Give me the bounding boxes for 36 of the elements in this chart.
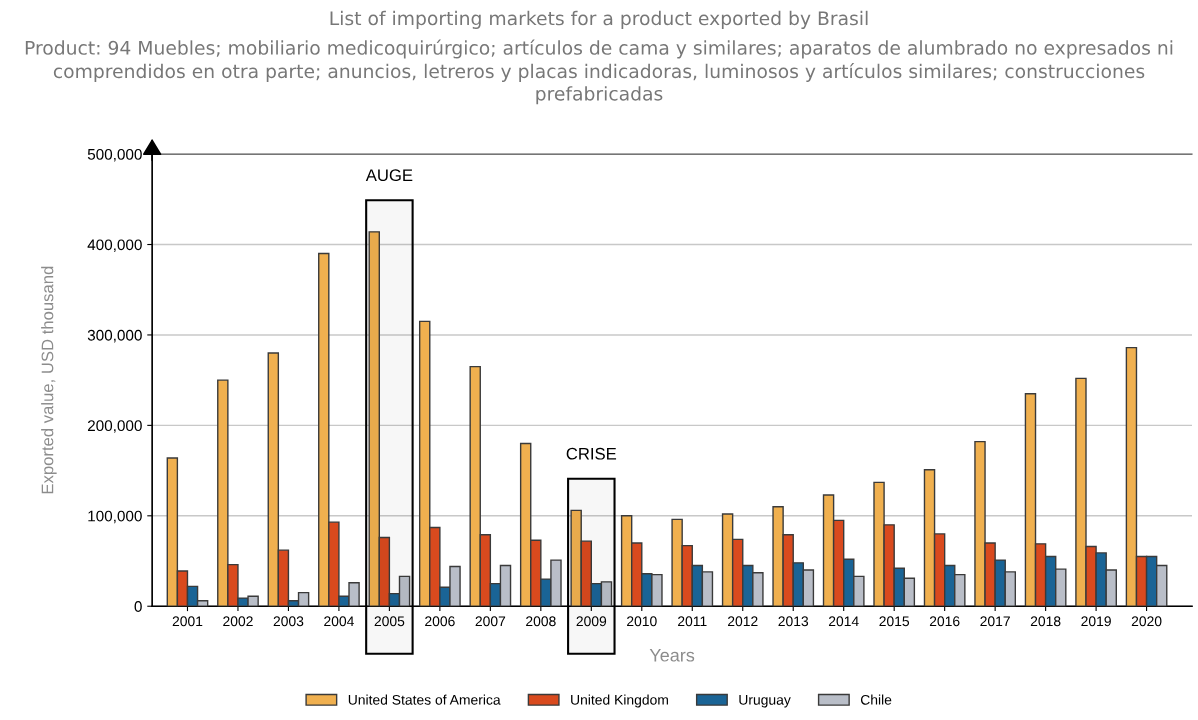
band-label: CRISE (566, 447, 617, 460)
legend-label: United Kingdom (571, 694, 668, 708)
legend-label: Uruguay (739, 695, 791, 708)
x-tick-label: 2006 (425, 616, 455, 627)
x-tick-label: 2016 (929, 616, 960, 627)
x-tick-label: 2012 (728, 616, 758, 627)
chart-subtitle: Product: 94 Muebles; mobiliario medicoquirúrgico; artículos de cama y similares; aparatos de alumbrado no expresados ni comprendidos en otra parte; anuncios, letreros y placas indicadoras, luminosos y artículos similares; construcciones prefabricadas (25, 39, 1173, 105)
x-tick-label: 2001 (172, 616, 203, 627)
legend-label: United States of America (348, 694, 501, 705)
y-tick-label: 100,000 (88, 510, 142, 524)
x-tick-label: 2009 (576, 616, 607, 627)
legend-label: Chile (860, 694, 892, 705)
x-tick-label: 2015 (879, 616, 910, 627)
x-tick-label: 2018 (1030, 616, 1061, 627)
y-tick-label: 400,000 (87, 239, 142, 252)
x-tick-label: 2004 (324, 616, 354, 627)
x-tick-label: 2003 (273, 616, 304, 627)
x-axis-title: Years (649, 649, 695, 662)
x-tick-label: 2002 (223, 616, 253, 627)
y-tick-label: 0 (134, 601, 142, 612)
x-tick-label: 2019 (1081, 616, 1111, 627)
x-tick-label: 2008 (526, 616, 556, 627)
band-label: AUGE (365, 169, 413, 182)
x-tick-label: 2005 (374, 616, 405, 627)
y-tick-label: 200,000 (87, 420, 142, 433)
x-tick-label: 2013 (778, 616, 809, 627)
x-tick-label: 2017 (980, 616, 1010, 627)
y-axis-title: Exported value, USD thousand (41, 266, 57, 494)
x-tick-label: 2014 (828, 616, 859, 627)
y-tick-label: 500,000 (87, 148, 142, 162)
chart-title: List of importing markets for a product exported by Brasil (330, 10, 868, 29)
y-tick-label: 300,000 (87, 329, 142, 343)
x-tick-label: 2007 (475, 616, 506, 627)
x-tick-label: 2011 (678, 616, 707, 627)
x-tick-label: 2010 (627, 616, 657, 627)
x-tick-label: 2020 (1131, 616, 1162, 627)
